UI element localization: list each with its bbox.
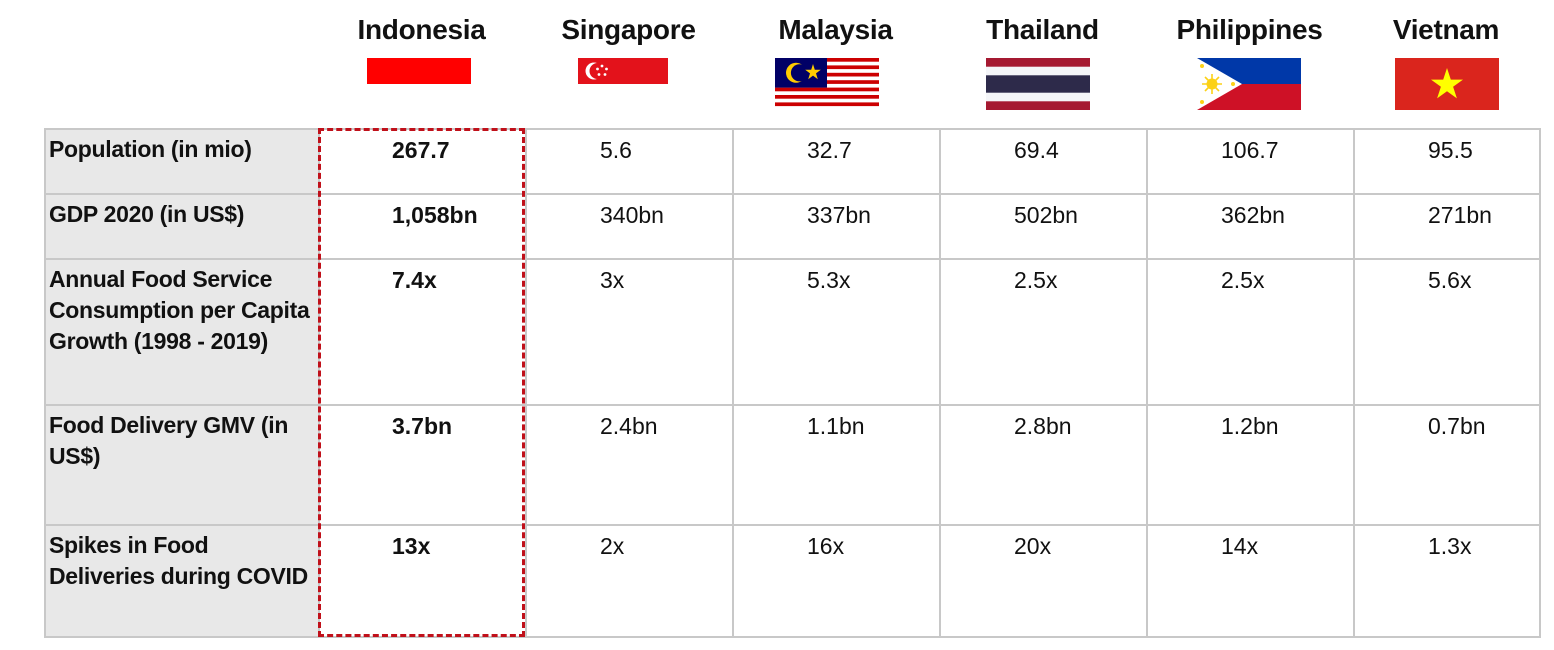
row-label-covid-spikes: Spikes in Food Deliveries during COVID: [44, 524, 320, 638]
cell-philippines-population: 106.7: [1146, 128, 1355, 195]
table-row-food-service-growth: Annual Food Service Consumption per Capi…: [44, 258, 1541, 406]
cell-singapore-food-delivery-gmv: 2.4bn: [525, 404, 734, 526]
cell-philippines-food-delivery-gmv: 1.2bn: [1146, 404, 1355, 526]
philippines-flag-icon: [1197, 58, 1301, 110]
cell-indonesia-population: 267.7: [318, 128, 527, 195]
header-thailand: Thailand: [986, 14, 1099, 45]
cell-malaysia-food-delivery-gmv: 1.1bn: [732, 404, 941, 526]
row-label-population: Population (in mio): [44, 128, 320, 195]
table-row-food-delivery-gmv: Food Delivery GMV (in US$) 3.7bn 2.4bn 1…: [44, 404, 1541, 526]
header-indonesia: Indonesia: [357, 14, 486, 45]
table-row-covid-spikes: Spikes in Food Deliveries during COVID 1…: [44, 524, 1541, 638]
cell-thailand-covid-spikes: 20x: [939, 524, 1148, 638]
table-row-population: Population (in mio) 267.7 5.6 32.7 69.4 …: [44, 128, 1541, 195]
cell-malaysia-population: 32.7: [732, 128, 941, 195]
cell-indonesia-food-delivery-gmv: 3.7bn: [318, 404, 527, 526]
thailand-flag-icon: [986, 58, 1090, 110]
cell-philippines-food-service-growth: 2.5x: [1146, 258, 1355, 406]
indonesia-flag-icon: [367, 58, 471, 84]
cell-indonesia-gdp: 1,058bn: [318, 193, 527, 260]
cell-malaysia-covid-spikes: 16x: [732, 524, 941, 638]
cell-vietnam-food-delivery-gmv: 0.7bn: [1353, 404, 1541, 526]
cell-vietnam-gdp: 271bn: [1353, 193, 1541, 260]
cell-indonesia-food-service-growth: 7.4x: [318, 258, 527, 406]
cell-singapore-gdp: 340bn: [525, 193, 734, 260]
cell-vietnam-food-service-growth: 5.6x: [1353, 258, 1541, 406]
singapore-flag-icon: [578, 58, 668, 110]
malaysia-flag-icon: [775, 58, 879, 110]
row-label-food-delivery-gmv: Food Delivery GMV (in US$): [44, 404, 320, 526]
cell-singapore-population: 5.6: [525, 128, 734, 195]
cell-singapore-covid-spikes: 2x: [525, 524, 734, 638]
cell-malaysia-food-service-growth: 5.3x: [732, 258, 941, 406]
cell-vietnam-covid-spikes: 1.3x: [1353, 524, 1541, 638]
cell-thailand-population: 69.4: [939, 128, 1148, 195]
table-row-gdp: GDP 2020 (in US$) 1,058bn 340bn 337bn 50…: [44, 193, 1541, 260]
cell-singapore-food-service-growth: 3x: [525, 258, 734, 406]
header-vietnam: Vietnam: [1392, 14, 1500, 45]
cell-philippines-covid-spikes: 14x: [1146, 524, 1355, 638]
header-philippines: Philippines: [1176, 14, 1323, 45]
cell-philippines-gdp: 362bn: [1146, 193, 1355, 260]
header-singapore: Singapore: [561, 14, 696, 45]
cell-thailand-food-service-growth: 2.5x: [939, 258, 1148, 406]
cell-vietnam-population: 95.5: [1353, 128, 1541, 195]
cell-indonesia-covid-spikes: 13x: [318, 524, 527, 638]
row-label-food-service-growth: Annual Food Service Consumption per Capi…: [44, 258, 320, 406]
cell-thailand-food-delivery-gmv: 2.8bn: [939, 404, 1148, 526]
vietnam-flag-icon: [1395, 58, 1499, 110]
row-label-gdp: GDP 2020 (in US$): [44, 193, 320, 260]
cell-malaysia-gdp: 337bn: [732, 193, 941, 260]
header-malaysia: Malaysia: [778, 14, 893, 45]
cell-thailand-gdp: 502bn: [939, 193, 1148, 260]
comparison-table: Population (in mio) 267.7 5.6 32.7 69.4 …: [44, 128, 1541, 638]
